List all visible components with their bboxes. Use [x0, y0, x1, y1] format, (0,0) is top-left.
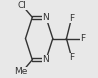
Text: Cl: Cl: [17, 1, 26, 10]
Text: F: F: [81, 34, 86, 43]
Text: F: F: [69, 14, 74, 23]
Text: N: N: [43, 13, 49, 22]
Text: F: F: [69, 53, 74, 62]
Text: N: N: [43, 55, 49, 64]
Text: Me: Me: [14, 67, 28, 76]
